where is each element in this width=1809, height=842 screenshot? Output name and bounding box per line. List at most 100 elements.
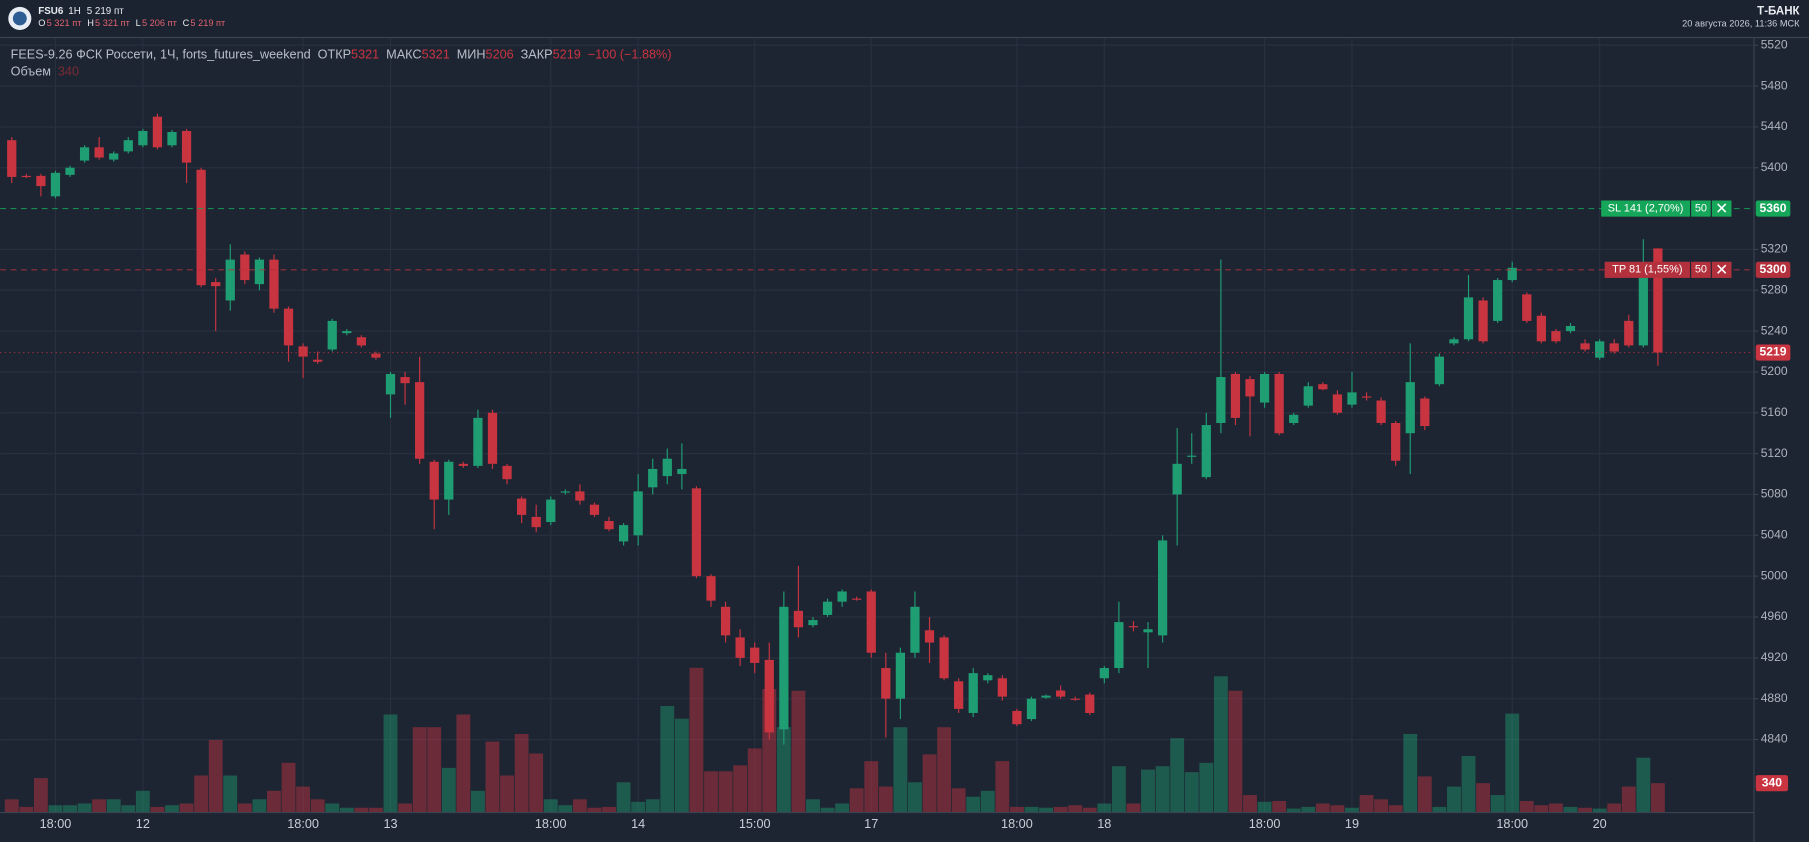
volume-bar bbox=[1636, 757, 1651, 813]
candle-body bbox=[429, 461, 439, 500]
volume-bar bbox=[1447, 786, 1461, 813]
candle-body bbox=[662, 458, 672, 477]
y-tick-label: 5000 bbox=[1761, 568, 1788, 582]
legend-field-value: 5219 bbox=[553, 48, 581, 62]
candle-body bbox=[1595, 341, 1605, 358]
volume-bar bbox=[106, 799, 121, 813]
candle-body bbox=[1274, 373, 1284, 434]
legend-field-label: МАКС bbox=[386, 48, 421, 62]
volume-bar bbox=[937, 727, 952, 813]
candle-body bbox=[225, 259, 235, 301]
candle-body bbox=[211, 282, 221, 287]
volume-tag-label: 340 bbox=[1762, 775, 1782, 789]
volume-bar bbox=[1053, 806, 1068, 813]
volume-bar bbox=[704, 771, 718, 813]
volume-legend-value: 340 bbox=[58, 65, 79, 79]
last-price: 5 219 пт bbox=[87, 6, 125, 17]
order-label: SL 141 (2,70%) bbox=[1608, 202, 1684, 214]
candle-body bbox=[822, 601, 833, 615]
volume-bar bbox=[1374, 799, 1389, 813]
candle-body bbox=[968, 673, 978, 713]
volume-bar bbox=[1155, 766, 1170, 813]
volume-bar bbox=[602, 806, 616, 813]
volume-bar bbox=[252, 799, 267, 813]
candle-body bbox=[1172, 463, 1182, 495]
volume-bar bbox=[1578, 807, 1592, 813]
candle-body bbox=[400, 377, 410, 384]
volume-bar bbox=[645, 799, 660, 813]
order-label-box bbox=[1601, 200, 1690, 217]
x-tick-label: 13 bbox=[383, 817, 397, 831]
volume-bar bbox=[165, 805, 179, 813]
candle-body bbox=[502, 465, 512, 480]
candle-body bbox=[327, 320, 337, 350]
candle-body bbox=[1420, 398, 1430, 427]
volume-bar bbox=[820, 807, 835, 813]
candle-body bbox=[1434, 356, 1445, 385]
volume-bar bbox=[1476, 783, 1491, 813]
y-tick-label: 5480 bbox=[1761, 78, 1788, 92]
volume-bar bbox=[1097, 803, 1112, 813]
volume-bar bbox=[543, 799, 558, 813]
candle-body bbox=[109, 153, 119, 160]
candle-body bbox=[1303, 386, 1313, 406]
candle-body bbox=[313, 359, 323, 362]
volume-bar bbox=[1330, 805, 1345, 813]
candle-body bbox=[1216, 377, 1226, 423]
volume-bar bbox=[354, 807, 369, 813]
symbol: FSU6 bbox=[38, 6, 64, 17]
grid: 4840 4880 4920 4960 5000 5040 5080 5120 5160 5200… bbox=[0, 37, 1788, 831]
volume-legend-label: Объем bbox=[11, 65, 51, 79]
candle-body bbox=[181, 130, 192, 163]
volume-bar bbox=[1039, 807, 1053, 813]
candle-body bbox=[342, 331, 352, 334]
y-tick-label: 4920 bbox=[1761, 650, 1788, 664]
candle-body bbox=[1347, 392, 1357, 405]
candle-body bbox=[764, 659, 774, 733]
volume-bar bbox=[529, 753, 544, 813]
volume-bar bbox=[179, 803, 194, 813]
y-tick-label: 5320 bbox=[1761, 242, 1788, 256]
candle-body bbox=[648, 468, 658, 488]
y-tick-label: 5440 bbox=[1761, 119, 1788, 133]
price-tag-label: 5219 bbox=[1760, 345, 1787, 359]
candle-body bbox=[152, 116, 163, 148]
candle-body bbox=[79, 147, 90, 161]
volume-bar bbox=[369, 807, 383, 813]
volume-bar bbox=[1257, 801, 1272, 813]
volume-bar bbox=[1345, 807, 1359, 813]
y-tick-label: 5280 bbox=[1761, 282, 1788, 296]
volume-bar bbox=[150, 806, 165, 813]
price-tag-label: 5300 bbox=[1760, 262, 1787, 276]
candle-body bbox=[531, 516, 541, 528]
volume-bar bbox=[267, 790, 281, 813]
candle-body bbox=[589, 504, 600, 515]
legend-field-label: ОТКР bbox=[318, 48, 351, 62]
candle-body bbox=[415, 382, 425, 459]
candle-body bbox=[1478, 300, 1488, 342]
candle-body bbox=[517, 498, 527, 515]
candle-body bbox=[1085, 694, 1095, 713]
volume-bar bbox=[237, 803, 252, 813]
candle-body bbox=[1580, 343, 1590, 350]
candle-body bbox=[444, 461, 454, 500]
volume-tag bbox=[1755, 775, 1789, 792]
y-tick-label: 5240 bbox=[1761, 323, 1788, 337]
volume-bar bbox=[1549, 803, 1563, 813]
candle-body bbox=[7, 140, 17, 177]
volume-bar bbox=[689, 667, 704, 813]
volume-bar bbox=[572, 799, 587, 813]
volume-layer bbox=[4, 667, 1665, 813]
y-tick-label: 5080 bbox=[1761, 487, 1788, 501]
candle-body bbox=[1551, 331, 1561, 342]
candle-body bbox=[1376, 400, 1386, 423]
volume-bar bbox=[951, 788, 966, 813]
volume-bar bbox=[631, 801, 646, 813]
price-tag bbox=[1755, 200, 1791, 217]
volume-bar bbox=[864, 761, 879, 813]
volume-bar bbox=[194, 775, 209, 813]
candle-body bbox=[1245, 379, 1255, 397]
volume-bar bbox=[616, 782, 631, 813]
candle-body bbox=[895, 652, 905, 699]
